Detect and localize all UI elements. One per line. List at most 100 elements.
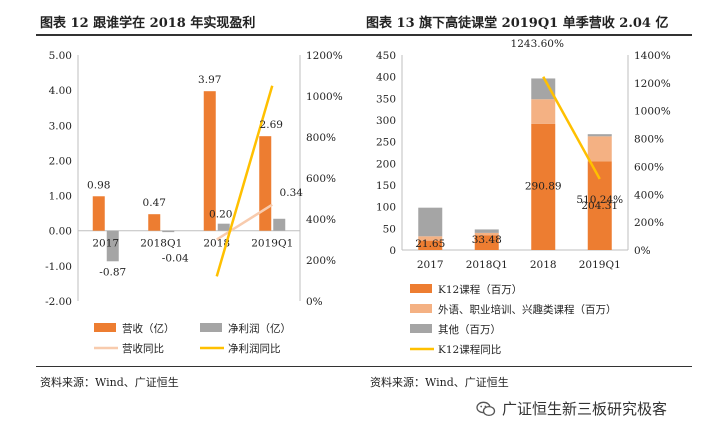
chart1-label-profit: -0.04	[162, 253, 189, 265]
chart1-right-tick: 1000%	[306, 91, 343, 103]
chart2-right-tick: 400%	[634, 189, 664, 201]
chart2-line-k12-yoy	[542, 76, 601, 180]
chart2-left-tick: 50	[383, 223, 396, 235]
chart2-legend-k12-yoy: K12课程同比	[438, 343, 501, 356]
chart2-label-k12: 204.31	[581, 200, 618, 212]
chart2-bar-language	[531, 99, 556, 124]
chart2-left-tick: 0	[389, 245, 396, 257]
chart1-bar-profit	[106, 230, 119, 262]
watermark-text: 广证恒生新三板研究极客	[502, 400, 668, 418]
chart2-legend-k12-swatch	[410, 284, 432, 293]
chart2-bar-k12	[474, 235, 499, 250]
chart2-bar-k12	[531, 123, 556, 250]
chart2-top-rule	[362, 34, 692, 36]
chart2-left-tick: 350	[376, 93, 396, 105]
chart2-legend-language: 外语、职业培训、兴趣类课程（百万）	[438, 303, 617, 316]
chart2-left-tick: 150	[376, 180, 396, 192]
chart1-left-tick: 5.00	[49, 50, 72, 62]
chart1-label-profit: 0.20	[209, 209, 232, 221]
chart2-left-tick: 200	[376, 158, 396, 170]
chart1-left-tick: -1.00	[45, 261, 72, 273]
chart1-label-revenue: 0.47	[143, 197, 166, 209]
chart1-right-tick: 600%	[306, 173, 336, 185]
chart2-right-tick: 1200%	[634, 78, 671, 90]
chart2-right-tick: 600%	[634, 161, 664, 173]
chart1-bar-revenue	[148, 214, 161, 231]
chart1-left-tick: -2.00	[45, 296, 72, 308]
chart2-bar-language	[474, 232, 499, 236]
chart1-right-tick: 0%	[306, 296, 323, 308]
chart1-line-revenue-yoy	[216, 203, 273, 241]
chart2-legend-language-swatch	[410, 304, 432, 313]
chart2-label-yoy: 1243.60%	[511, 38, 564, 50]
chart1-right-tick: 200%	[306, 255, 336, 267]
chart2-title: 图表 13 旗下高徒课堂 2019Q1 单季营收 2.04 亿	[366, 16, 669, 31]
chart1-legend-revenue-yoy: 营收同比	[122, 342, 164, 355]
chart2-right-tick: 200%	[634, 217, 664, 229]
chart2-right-tick: 800%	[634, 134, 664, 146]
chart2-right-tick: 1000%	[634, 106, 671, 118]
chart1-bar-profit	[162, 230, 175, 233]
watermark: 广证恒生新三板研究极客	[476, 398, 667, 419]
chart1-legend-revenue: 营收（亿）	[122, 322, 175, 335]
chart2-x-tick: 2018	[530, 259, 557, 271]
chart2-bar-k12	[587, 161, 612, 250]
chart1-x-tick: 2018	[203, 238, 230, 250]
chart2-x-tick: 2017	[417, 259, 444, 271]
chart1-label-revenue: 3.97	[198, 74, 221, 86]
wechat-icon	[476, 401, 496, 417]
chart1-bar-revenue	[92, 196, 105, 231]
chart2-x-tick: 2018Q1	[466, 259, 508, 271]
chart1-top-rule	[36, 34, 364, 36]
chart1-right-tick: 400%	[306, 214, 336, 226]
chart1-line-profit-yoy	[215, 85, 274, 277]
chart2-bar-language	[418, 236, 443, 241]
chart1-label-profit: 0.34	[280, 187, 304, 199]
chart1-bottom-rule	[36, 366, 364, 367]
chart1-bar-profit	[273, 218, 286, 231]
chart1-right-tick: 1200%	[306, 50, 343, 62]
chart2-left-tick: 400	[376, 72, 396, 84]
chart2-source: 资料来源：Wind、广证恒生	[370, 376, 509, 389]
chart2-legend-k12: K12课程（百万）	[438, 284, 522, 296]
chart2-bar-language	[587, 136, 612, 162]
chart1-left-tick: 2.00	[49, 155, 72, 167]
chart1-label-revenue: 0.98	[87, 179, 110, 191]
chart1-label-profit: -0.87	[99, 266, 126, 278]
chart2-bar-other	[531, 78, 556, 100]
chart2-label-k12: 33.48	[472, 234, 502, 246]
chart2-label-k12: 290.89	[525, 180, 562, 192]
chart1-legend-revenue-swatch	[94, 323, 116, 332]
chart2-right-tick: 0%	[634, 245, 651, 257]
chart1-right-tick: 800%	[306, 132, 336, 144]
chart1-x-tick: 2017	[92, 238, 119, 250]
chart1-legend-profit-yoy: 净利润同比	[228, 342, 281, 355]
chart2-left-tick: 250	[376, 137, 396, 149]
chart2-left-tick: 100	[376, 202, 396, 214]
chart2-legend-other-swatch	[410, 324, 432, 333]
chart2-bottom-rule	[362, 366, 692, 367]
chart1-source: 资料来源：Wind、广证恒生	[40, 376, 179, 389]
chart1-label-revenue: 2.69	[260, 119, 283, 131]
chart1-bar-profit	[217, 223, 230, 231]
chart1-left-tick: 3.00	[49, 120, 72, 132]
chart1-bar-revenue	[259, 136, 272, 231]
chart1-x-tick: 2018Q1	[140, 238, 182, 250]
chart2-right-tick: 1400%	[634, 50, 671, 62]
chart2-bar-k12	[418, 240, 443, 250]
chart1-legend-profit-swatch	[200, 323, 222, 332]
chart2-label-k12: 21.65	[415, 238, 445, 250]
chart2-bar-other	[418, 207, 443, 237]
chart2-x-tick: 2019Q1	[579, 259, 621, 271]
chart1-left-tick: 1.00	[49, 191, 72, 203]
chart2-legend-other: 其他（百万）	[438, 323, 501, 336]
chart2-bar-other	[474, 229, 499, 233]
chart1-x-tick: 2019Q1	[251, 238, 293, 250]
chart1-left-tick: 4.00	[49, 85, 72, 97]
chart2-left-tick: 300	[376, 115, 396, 127]
chart1-bar-revenue	[203, 91, 216, 231]
chart1-legend-profit: 净利润（亿）	[228, 322, 291, 335]
chart2-label-yoy: 510.24%	[576, 194, 623, 206]
chart1-title: 图表 12 跟谁学在 2018 年实现盈利	[40, 16, 256, 31]
